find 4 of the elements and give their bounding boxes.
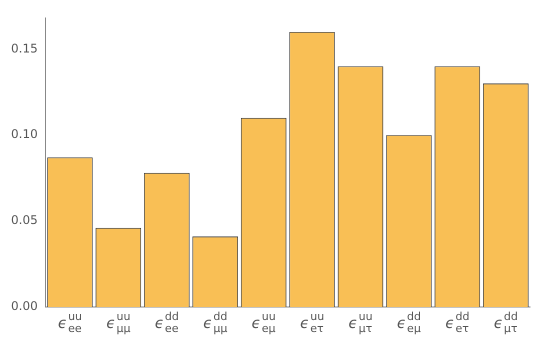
y-tick-label: 0.00 xyxy=(11,299,38,314)
y-tick-label: 0.05 xyxy=(11,213,38,228)
y-tick-label: 0.15 xyxy=(11,41,38,56)
y-tick-label: 0.10 xyxy=(11,127,38,142)
